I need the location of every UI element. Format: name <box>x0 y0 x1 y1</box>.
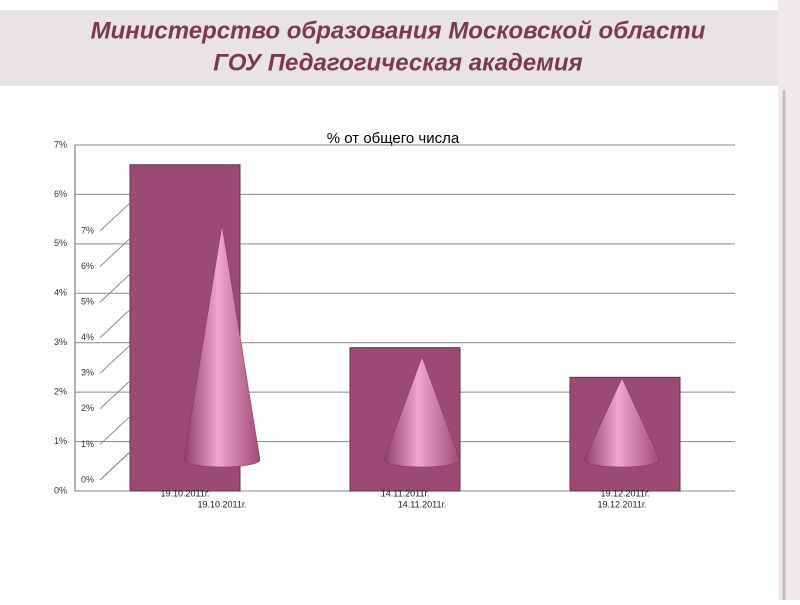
grid-line <box>99 380 131 410</box>
y-tick-label: 6% <box>54 189 67 199</box>
x-tick-label: 19.10.2011г. <box>160 488 209 498</box>
grid-line <box>99 202 131 232</box>
y-tick-label: 1% <box>54 436 67 446</box>
grid-line <box>99 238 131 267</box>
cone <box>583 377 661 468</box>
y-tick-label: 2% <box>54 387 67 397</box>
x-tick-label: 14.11.2011г. <box>398 499 446 509</box>
header-title: Министерство образования Московской обла… <box>91 17 706 44</box>
x-tick-label: 14.11.2011г. <box>381 488 429 498</box>
y-tick-label: 7% <box>81 225 94 235</box>
header-band <box>0 10 778 86</box>
grid-line <box>99 309 131 339</box>
side-stripe <box>778 0 800 600</box>
grid-line <box>99 416 131 445</box>
cone <box>383 356 461 468</box>
y-tick-label: 7% <box>54 139 67 149</box>
y-tick-label: 0% <box>54 485 67 495</box>
y-tick-label: 5% <box>54 238 67 248</box>
grid-line <box>99 344 131 374</box>
y-tick-label: 4% <box>81 332 94 342</box>
cone <box>183 225 261 468</box>
x-tick-label: 19.12.2011г. <box>597 499 646 509</box>
header-subtitle: ГОУ Педагогическая академия <box>213 49 582 76</box>
y-tick-label: 3% <box>54 337 67 347</box>
y-tick-label: 1% <box>81 439 94 449</box>
floor-edge <box>99 451 131 481</box>
grid-line <box>99 273 131 303</box>
y-tick-label: 6% <box>81 261 94 271</box>
y-tick-label: 0% <box>81 474 94 484</box>
y-tick-label: 2% <box>81 403 94 413</box>
chart-title: % от общего числа <box>327 130 460 147</box>
x-tick-label: 19.10.2011г. <box>197 499 246 509</box>
x-tick-label: 19.12.2011г. <box>600 488 649 498</box>
y-tick-label: 5% <box>81 297 94 307</box>
y-tick-label: 4% <box>54 288 67 298</box>
y-tick-label: 3% <box>81 368 94 378</box>
